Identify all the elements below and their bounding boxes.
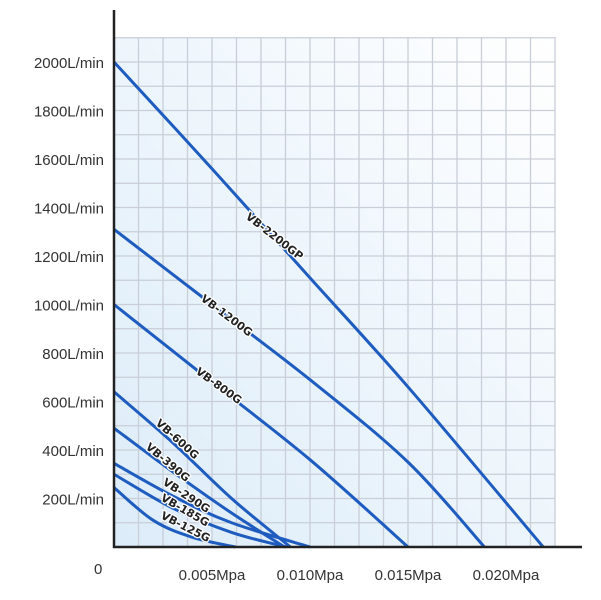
y-tick-label: 1600L/min xyxy=(34,152,104,169)
series-line-vb-125g xyxy=(113,486,236,549)
y-tick-label: 2000L/min xyxy=(34,55,104,72)
y-tick-label: 1800L/min xyxy=(34,104,104,121)
series-line-vb-185g xyxy=(113,472,287,549)
y-tick-label: 1000L/min xyxy=(34,298,104,315)
y-tick-label: 1200L/min xyxy=(34,249,104,266)
x-tick-label: 0.020Mpa xyxy=(473,567,540,584)
y-tick-label: 600L/min xyxy=(42,395,104,412)
x-tick-label: 0.010Mpa xyxy=(277,567,344,584)
series-line-vb-600g xyxy=(113,390,292,549)
x-tick-label: 0.015Mpa xyxy=(375,567,442,584)
series-lines xyxy=(112,60,545,549)
series-line-vb-1200g xyxy=(113,228,486,549)
y-tick-label: 1400L/min xyxy=(34,201,104,218)
grid xyxy=(114,37,556,547)
series-line-vb-800g xyxy=(113,303,409,549)
tick-labels: 0.005Mpa 0.010Mpa 0.015Mpa 0.020Mpa 200L/min… xyxy=(34,55,540,584)
y-tick-label: 200L/min xyxy=(42,492,104,509)
y-tick-label: 400L/min xyxy=(42,443,104,460)
origin-label: 0 xyxy=(94,561,102,578)
x-tick-label: 0.005Mpa xyxy=(179,567,246,584)
series-line-vb-2200gp xyxy=(112,60,545,548)
series-line-vb-290g xyxy=(113,462,311,549)
y-tick-label: 800L/min xyxy=(42,346,104,363)
